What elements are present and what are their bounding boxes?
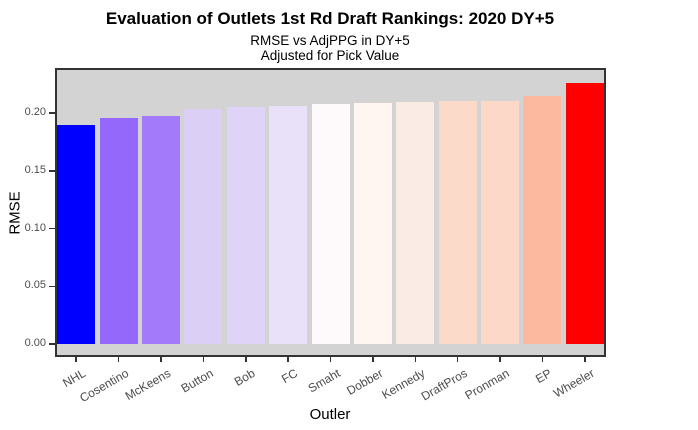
x-tick-label: DraftPros (418, 366, 470, 404)
x-axis-tick (456, 357, 459, 362)
y-axis-tick (49, 112, 55, 114)
chart-title: Evaluation of Outlets 1st Rd Draft Ranki… (105, 9, 555, 28)
bar-nhl (57, 125, 96, 344)
bar-kennedy (396, 102, 435, 344)
y-tick-label: 0.10 (24, 221, 46, 234)
y-axis-tick (49, 227, 55, 230)
x-axis-tick (160, 357, 162, 362)
y-tick-label: 0.05 (24, 279, 46, 292)
y-axis-tick (49, 170, 55, 172)
y-tick-label: 0.00 (24, 337, 46, 349)
bar-cosentino (99, 118, 138, 344)
bar-button (184, 109, 223, 344)
chart-subtitle-line2: Adjusted for Pick Value (260, 48, 400, 63)
x-tick-label: EP (533, 366, 555, 387)
bar-dobber (353, 103, 392, 344)
legend: RMSE 0.190.200.210.22 (615, 140, 698, 300)
chart-subtitle-line1: RMSE vs AdjPPG in DY+5 (250, 33, 410, 48)
bar-ep (523, 96, 562, 344)
bar-smaht (311, 104, 350, 344)
x-tick-label: McKeens (122, 366, 173, 404)
bar-bob (226, 107, 265, 344)
x-axis-tick (202, 357, 205, 362)
bar-fc (269, 106, 308, 344)
x-tick-label: Button (178, 366, 216, 396)
x-axis-tick (499, 357, 501, 362)
x-tick-label: Wheeler (551, 366, 597, 401)
x-axis-title: Outler (309, 406, 351, 423)
bar-wheeler (565, 83, 604, 344)
x-axis-tick (541, 357, 544, 362)
x-axis-tick (117, 357, 120, 362)
x-tick-label: Dobber (343, 366, 385, 398)
y-axis-tick (49, 343, 55, 345)
x-tick-label: Smaht (305, 366, 343, 396)
x-axis-tick (329, 357, 332, 362)
y-tick-label: 0.20 (24, 106, 46, 119)
bar-mckeens (142, 116, 180, 344)
x-axis-tick (372, 357, 374, 362)
x-axis-tick (245, 357, 247, 362)
x-axis-tick (414, 357, 416, 362)
y-axis-tick (49, 285, 55, 288)
bar-draftpros (438, 101, 477, 344)
x-tick-label: FC (279, 366, 301, 387)
x-axis-tick (287, 357, 289, 362)
bar-pronman (481, 101, 519, 344)
x-axis-tick (584, 357, 586, 362)
x-axis-tick (75, 357, 77, 362)
x-tick-label: Kennedy (379, 366, 428, 402)
y-tick-label: 0.15 (24, 163, 46, 176)
x-tick-label: NHL (60, 366, 89, 391)
x-tick-label: Bob (232, 366, 258, 389)
x-tick-label: Pronman (462, 366, 512, 403)
